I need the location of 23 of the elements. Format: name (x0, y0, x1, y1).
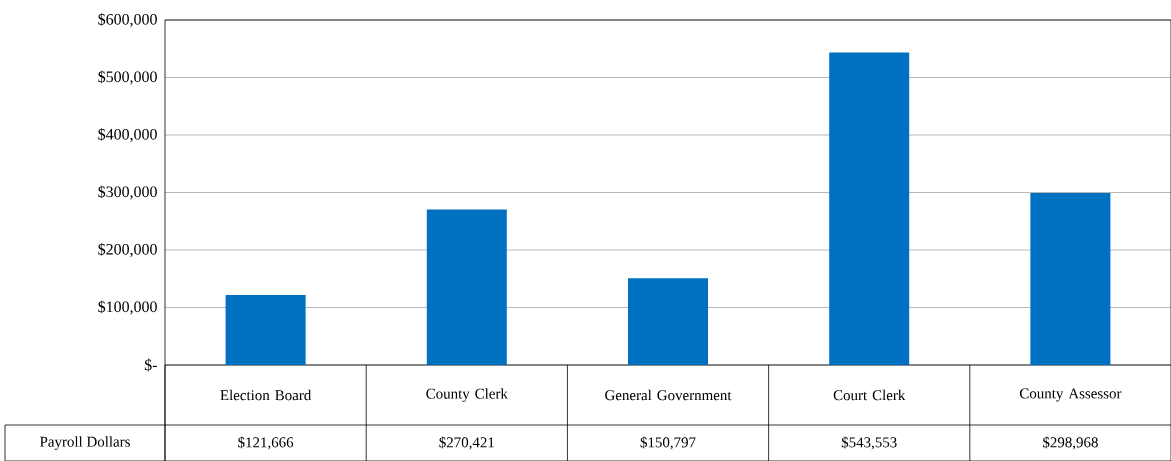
data-label: $543,553 (841, 436, 897, 450)
data-label: $150,797 (640, 436, 696, 450)
bar (829, 52, 910, 365)
y-tick-label: $200,000 (98, 243, 157, 257)
data-label: $298,968 (1043, 436, 1098, 450)
data-label: $270,421 (439, 436, 494, 450)
y-tick-label: $500,000 (98, 70, 157, 85)
y-tick-label: $400,000 (98, 128, 157, 142)
x-tick-label: Election Board (220, 389, 312, 401)
y-tick-label: $600,000 (98, 13, 157, 27)
y-tick-label: $100,000 (98, 300, 157, 315)
bar (628, 278, 708, 365)
data-label: $121,666 (238, 436, 294, 450)
x-tick-label: County Clerk (426, 388, 508, 402)
y-tick-label: $300,000 (98, 185, 157, 200)
y-tick-label: $- (144, 358, 157, 372)
bar (426, 209, 507, 365)
text: Payroll Dollars (39, 436, 130, 450)
x-tick-label: County Assessor (1019, 388, 1122, 402)
bar (225, 295, 306, 365)
x-tick-label: Court Clerk (833, 389, 906, 401)
x-tick-label: General Government (605, 389, 732, 401)
bar (1030, 193, 1111, 365)
